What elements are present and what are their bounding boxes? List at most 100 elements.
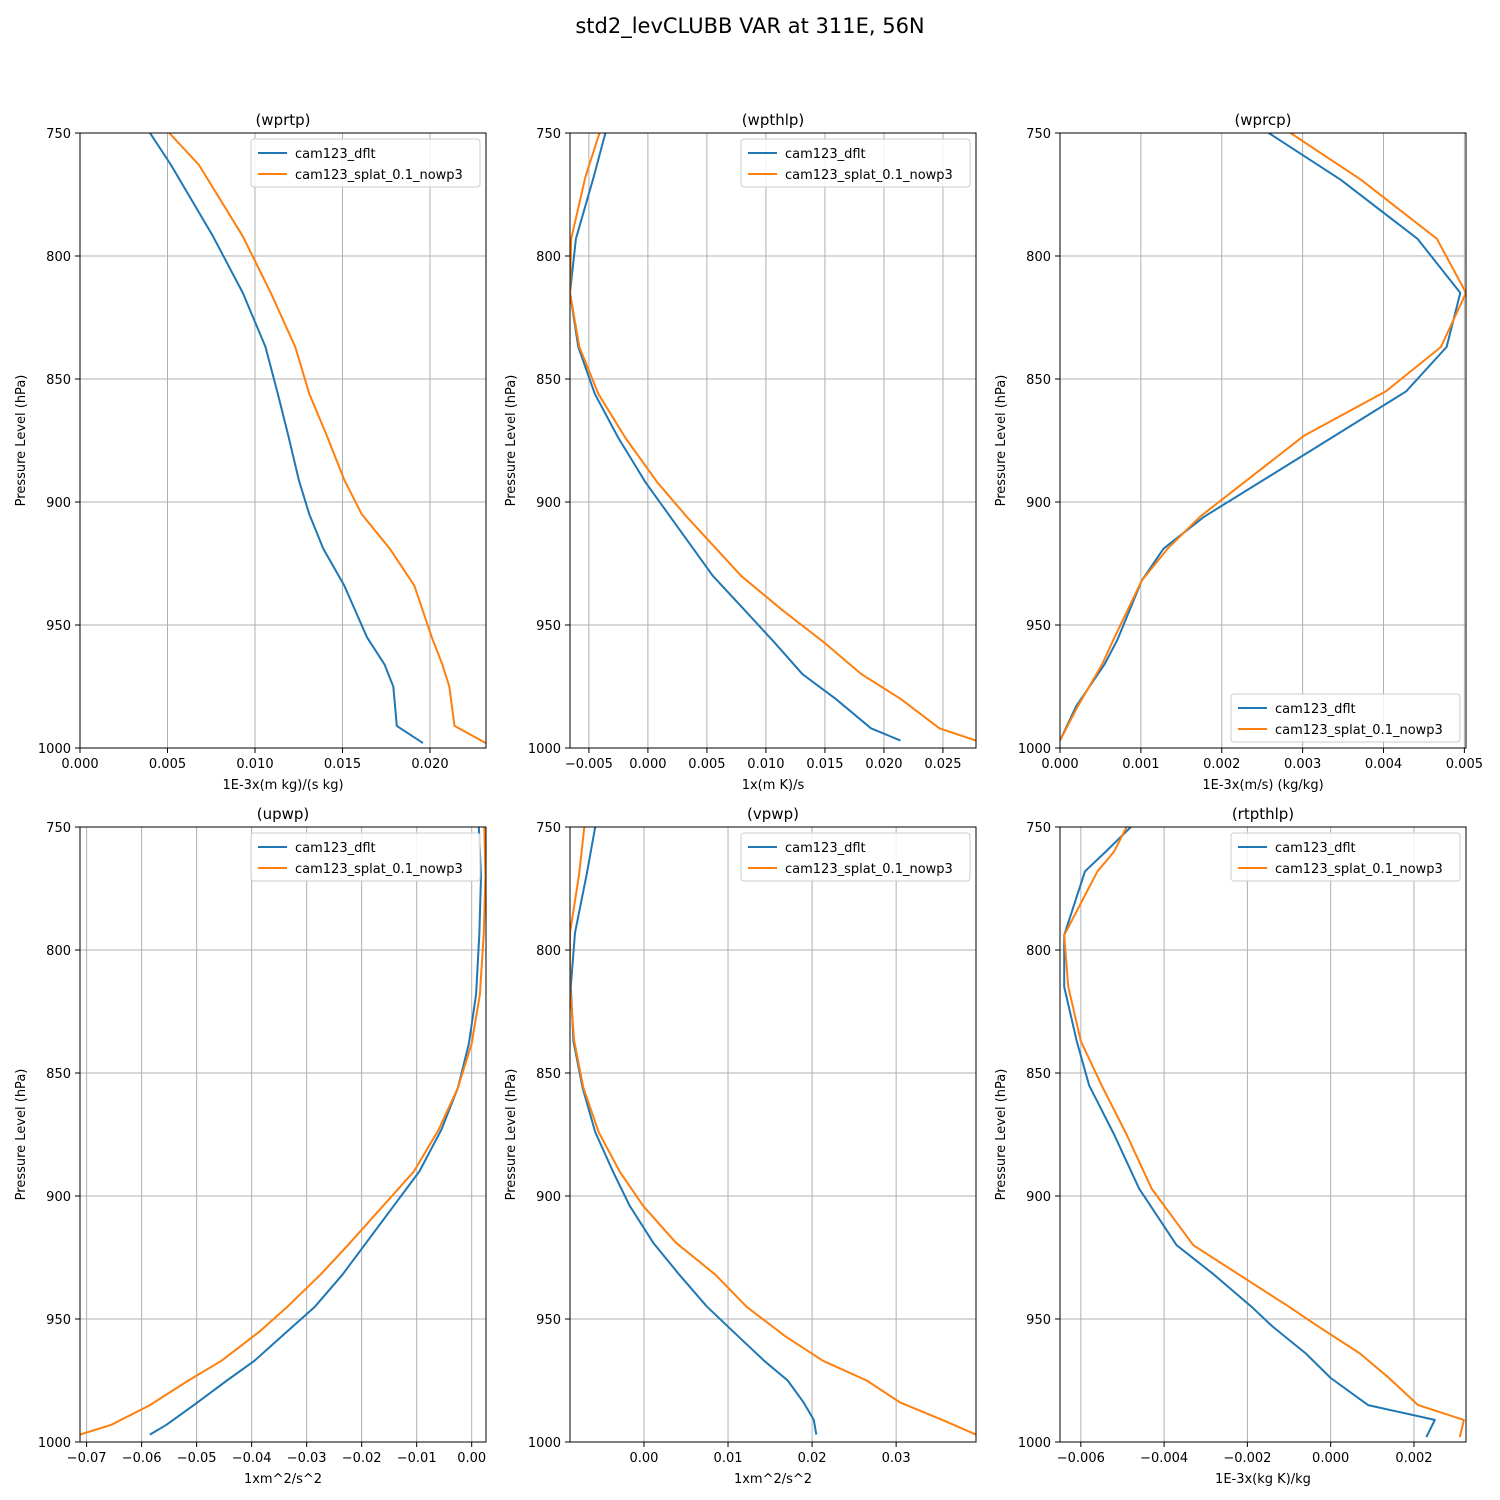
y-tick-label: 900 — [46, 1190, 71, 1205]
legend-label: cam123_dflt — [785, 147, 866, 162]
x-tick-label: −0.01 — [397, 1451, 437, 1466]
x-tick-label: 0.010 — [747, 757, 784, 772]
y-tick-label: 750 — [536, 821, 561, 836]
y-tick-label: 1000 — [528, 1436, 561, 1451]
y-tick-label: 750 — [1026, 821, 1051, 836]
legend: cam123_dflt cam123_splat_0.1_nowp3 — [250, 138, 481, 188]
y-tick-label: 900 — [536, 496, 561, 511]
legend-box — [740, 832, 971, 882]
y-tick-label: 950 — [46, 1313, 71, 1328]
x-tick-label: 0.00 — [457, 1451, 486, 1466]
subplot-wprtp: 0.000 0.005 0.010 0.015 0.020 750 800 850 900 950… — [14, 111, 487, 793]
series-line-cam123_dflt — [570, 133, 901, 742]
y-tick-label: 750 — [1026, 127, 1051, 142]
series-line-cam123_dflt — [149, 133, 424, 744]
y-tick-label: 850 — [1026, 1067, 1051, 1082]
x-tick-label: 0.002 — [1203, 757, 1240, 772]
legend-box — [1230, 832, 1461, 882]
x-tick-label: 0.025 — [924, 757, 961, 772]
y-tick-label: 800 — [46, 944, 71, 959]
axes-frame — [569, 826, 977, 1443]
y-tick-label: 800 — [536, 250, 561, 265]
x-axis-label: 1xm^2/s^2 — [734, 1472, 812, 1487]
subplot-vpwp: 0.00 0.01 0.02 0.03 750 800 850 900 950 1000 (vpwp… — [504, 805, 977, 1487]
axes-frame — [79, 132, 487, 749]
y-tick-label: 750 — [536, 127, 561, 142]
x-tick-label: 0.005 — [688, 757, 725, 772]
legend: cam123_dflt cam123_splat_0.1_nowp3 — [250, 832, 481, 882]
legend-label: cam123_dflt — [295, 147, 376, 162]
y-tick-label: 900 — [1026, 1190, 1051, 1205]
y-tick-label: 850 — [1026, 373, 1051, 388]
x-axis-label: 1xm^2/s^2 — [244, 1472, 322, 1487]
subplot-title: (upwp) — [257, 805, 310, 823]
y-tick-label: 750 — [46, 127, 71, 142]
legend-label: cam123_dflt — [295, 841, 376, 856]
x-tick-label: −0.05 — [177, 1451, 217, 1466]
axes-frame — [1059, 826, 1467, 1443]
series-line-cam123_splat_0.1_nowp3 — [570, 133, 976, 742]
y-axis-label: Pressure Level (hPa) — [994, 1069, 1009, 1201]
y-axis-label: Pressure Level (hPa) — [504, 1069, 519, 1201]
x-tick-label: 0.03 — [882, 1451, 911, 1466]
x-tick-label: −0.005 — [565, 757, 613, 772]
y-axis-label: Pressure Level (hPa) — [994, 375, 1009, 507]
series-line-cam123_dflt — [1060, 133, 1462, 742]
x-tick-label: −0.06 — [122, 1451, 162, 1466]
series-line-cam123_dflt — [1063, 827, 1436, 1438]
x-tick-label: 0.003 — [1284, 757, 1321, 772]
y-tick-label: 900 — [46, 496, 71, 511]
y-axis-label: Pressure Level (hPa) — [14, 1069, 29, 1201]
legend-label: cam123_splat_0.1_nowp3 — [1275, 723, 1443, 738]
x-tick-label: 0.015 — [324, 757, 361, 772]
subplot-upwp: −0.07 −0.06 −0.05 −0.04 −0.03 −0.02 −0.01 0.00 7… — [14, 805, 487, 1487]
legend: cam123_dflt cam123_splat_0.1_nowp3 — [1230, 832, 1461, 882]
subplot-title: (vpwp) — [747, 805, 799, 823]
axes-frame — [79, 826, 487, 1443]
x-tick-label: 0.010 — [236, 757, 273, 772]
series-line-cam123_splat_0.1_nowp3 — [80, 827, 486, 1436]
y-tick-label: 800 — [536, 944, 561, 959]
x-tick-label: 0.000 — [1312, 1451, 1349, 1466]
x-tick-label: 0.005 — [149, 757, 186, 772]
x-tick-label: 0.002 — [1395, 1451, 1432, 1466]
y-tick-label: 950 — [1026, 619, 1051, 634]
y-axis-label: Pressure Level (hPa) — [14, 375, 29, 507]
subplot-title: (wprtp) — [255, 111, 310, 129]
x-tick-label: 0.015 — [806, 757, 843, 772]
subplot-rtpthlp: −0.006 −0.004 −0.002 0.000 0.002 750 800 850 900… — [994, 805, 1467, 1487]
series-line-cam123_splat_0.1_nowp3 — [168, 133, 486, 744]
y-tick-label: 800 — [1026, 944, 1051, 959]
x-tick-label: −0.004 — [1140, 1451, 1188, 1466]
y-tick-label: 1000 — [38, 1436, 71, 1451]
x-tick-label: 0.000 — [629, 757, 666, 772]
series-line-cam123_splat_0.1_nowp3 — [570, 827, 976, 1436]
y-tick-label: 1000 — [1018, 1436, 1051, 1451]
subplot-title: (wpthlp) — [742, 111, 805, 129]
subplot-wpthlp: −0.005 0.000 0.005 0.010 0.015 0.020 0.025 750 8… — [504, 111, 977, 793]
x-axis-label: 1E-3x(m kg)/(s kg) — [222, 778, 343, 793]
x-tick-label: 0.005 — [1446, 757, 1483, 772]
legend-label: cam123_splat_0.1_nowp3 — [785, 168, 953, 183]
x-axis-label: 1E-3x(kg K)/kg — [1215, 1472, 1311, 1487]
x-tick-label: 0.02 — [798, 1451, 827, 1466]
figure-title: std2_levCLUBB VAR at 311E, 56N — [575, 14, 925, 38]
legend-label: cam123_splat_0.1_nowp3 — [295, 168, 463, 183]
y-tick-label: 1000 — [1018, 742, 1051, 757]
axes-frame — [1059, 132, 1467, 749]
axes-frame — [569, 132, 977, 749]
x-tick-label: −0.02 — [342, 1451, 382, 1466]
y-tick-label: 800 — [1026, 250, 1051, 265]
legend-label: cam123_splat_0.1_nowp3 — [785, 862, 953, 877]
y-tick-label: 950 — [536, 619, 561, 634]
subplot-title: (wprcp) — [1234, 111, 1291, 129]
x-tick-label: −0.002 — [1223, 1451, 1271, 1466]
legend-box — [250, 832, 481, 882]
legend-box — [1230, 693, 1461, 743]
y-tick-label: 1000 — [528, 742, 561, 757]
series-line-cam123_dflt — [570, 827, 818, 1435]
x-axis-label: 1x(m K)/s — [742, 778, 805, 793]
y-tick-label: 750 — [46, 821, 71, 836]
